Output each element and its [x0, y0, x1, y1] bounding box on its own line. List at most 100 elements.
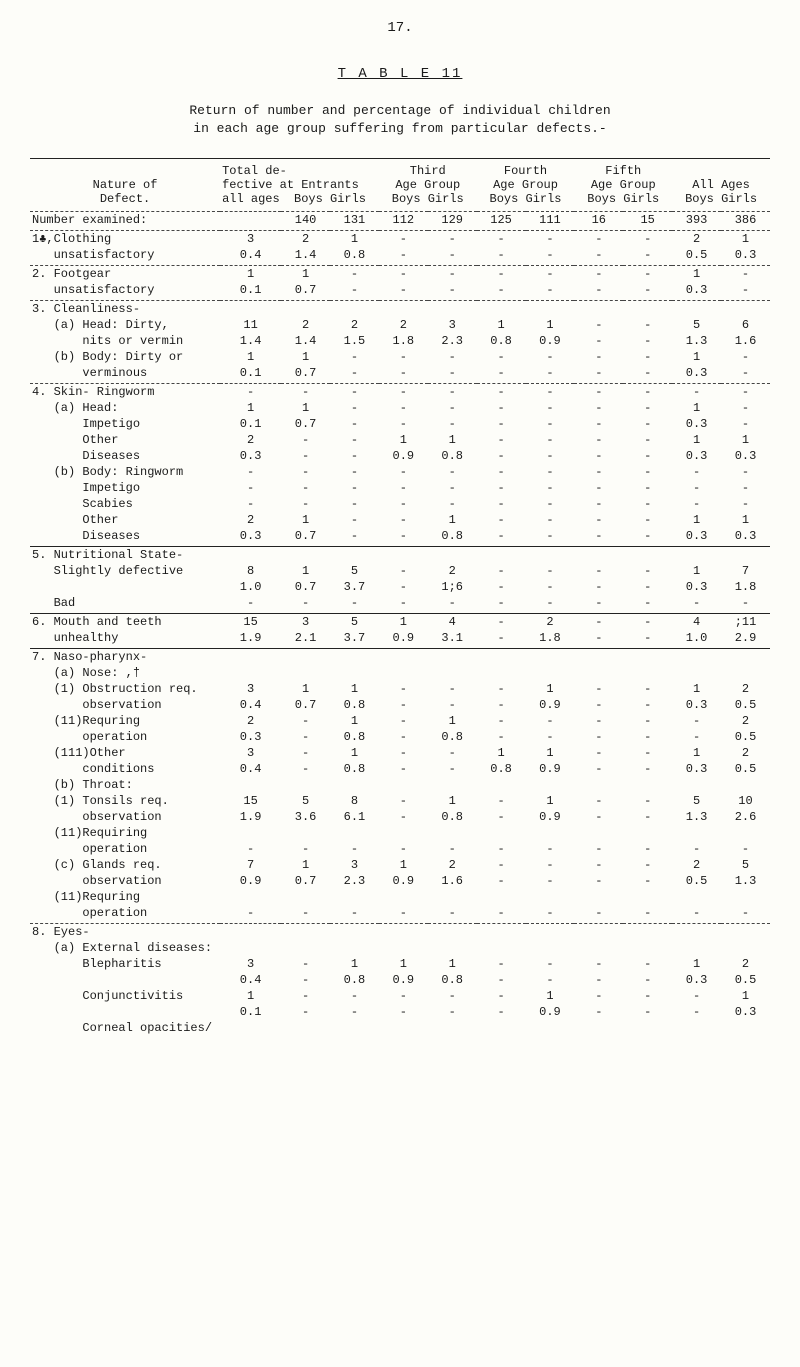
cell — [220, 665, 281, 681]
cell: 15 — [220, 793, 281, 809]
cell: - — [428, 282, 477, 298]
cell: 0.4 — [220, 247, 281, 263]
row-label: operation — [30, 905, 220, 921]
cell: - — [574, 630, 623, 646]
cell: - — [477, 988, 526, 1004]
cell: - — [330, 1004, 379, 1020]
cell — [281, 649, 330, 666]
cell: 1 — [672, 349, 721, 365]
cell: 0.1 — [220, 365, 281, 381]
cell: 1 — [526, 988, 575, 1004]
cell: - — [477, 384, 526, 401]
cell: 0.3 — [220, 448, 281, 464]
row-label: Diseases — [30, 448, 220, 464]
cell — [220, 547, 281, 564]
cell: - — [330, 841, 379, 857]
row-label: 6. Mouth and teeth — [30, 614, 220, 631]
cell — [330, 889, 379, 905]
table-row: 8. Eyes- — [30, 924, 770, 941]
row-label: Scabies — [30, 496, 220, 512]
cell: - — [379, 528, 428, 544]
cell: - — [672, 841, 721, 857]
cell: 1 — [428, 512, 477, 528]
cell: - — [672, 905, 721, 921]
cell: 1.8 — [721, 579, 770, 595]
cell — [526, 301, 575, 318]
cell: 1.4 — [281, 247, 330, 263]
cell: 0.9 — [379, 873, 428, 889]
number-examined-row: Number examined: 140 131 112 129 125 111… — [30, 212, 770, 229]
table-row: operation----------- — [30, 905, 770, 921]
h-fifth: Fifth Age Group Boys Girls — [574, 163, 672, 209]
cell — [623, 665, 672, 681]
cell: - — [379, 247, 428, 263]
table-row: Slightly defective815-2----17 — [30, 563, 770, 579]
cell: - — [220, 496, 281, 512]
cell — [623, 1020, 672, 1036]
table-row: Scabies----------- — [30, 496, 770, 512]
table-row: (111)Other3-1--11--12 — [30, 745, 770, 761]
table-row: (a) Head: Dirty,11222311--56 — [30, 317, 770, 333]
cell: - — [379, 349, 428, 365]
cell — [526, 889, 575, 905]
cell: 0.8 — [428, 448, 477, 464]
cell: - — [379, 266, 428, 283]
cell: - — [721, 365, 770, 381]
cell — [379, 889, 428, 905]
cell: - — [623, 697, 672, 713]
cell: 131 — [330, 212, 379, 229]
cell: - — [721, 400, 770, 416]
cell: - — [477, 282, 526, 298]
table-row: unhealthy1.92.13.70.93.1-1.8--1.02.9 — [30, 630, 770, 646]
table-row: 0.1-----0.9---0.3 — [30, 1004, 770, 1020]
cell: - — [330, 496, 379, 512]
cell: - — [379, 400, 428, 416]
cell: - — [379, 841, 428, 857]
cell — [428, 665, 477, 681]
cell: 5 — [330, 563, 379, 579]
row-label: (a) External diseases: — [30, 940, 220, 956]
cell: - — [721, 480, 770, 496]
cell: - — [330, 988, 379, 1004]
cell: - — [526, 528, 575, 544]
cell: - — [526, 905, 575, 921]
cell: 5 — [330, 614, 379, 631]
cell: 0.3 — [672, 972, 721, 988]
cell — [623, 301, 672, 318]
cell: - — [477, 400, 526, 416]
cell: 1 — [721, 231, 770, 248]
cell — [281, 924, 330, 941]
cell: - — [428, 496, 477, 512]
cell: 0.3 — [220, 528, 281, 544]
cell — [574, 924, 623, 941]
cell: - — [379, 1004, 428, 1020]
cell: - — [574, 333, 623, 349]
cell: 1.4 — [220, 333, 281, 349]
cell: - — [623, 349, 672, 365]
table-row: Other2--11----11 — [30, 432, 770, 448]
cell: 0.5 — [721, 761, 770, 777]
cell: - — [721, 416, 770, 432]
cell: - — [721, 349, 770, 365]
cell: - — [281, 905, 330, 921]
table-row: 3. Cleanliness- — [30, 301, 770, 318]
cell: 0.5 — [721, 729, 770, 745]
table-row: 7. Naso-pharynx- — [30, 649, 770, 666]
cell: 1 — [672, 266, 721, 283]
cell: 8 — [220, 563, 281, 579]
cell: - — [526, 365, 575, 381]
cell: 0.3 — [721, 247, 770, 263]
cell: 1 — [220, 266, 281, 283]
cell: 3 — [220, 231, 281, 248]
cell: - — [477, 873, 526, 889]
table-row: Blepharitis3-111----12 — [30, 956, 770, 972]
row-label: (111)Other — [30, 745, 220, 761]
cell — [220, 777, 281, 793]
cell: - — [721, 384, 770, 401]
cell: - — [379, 231, 428, 248]
cell: - — [721, 282, 770, 298]
cell: 1 — [330, 681, 379, 697]
table-row: conditions0.4-0.8--0.80.9--0.30.5 — [30, 761, 770, 777]
cell: 0.1 — [220, 1004, 281, 1020]
cell: - — [477, 614, 526, 631]
